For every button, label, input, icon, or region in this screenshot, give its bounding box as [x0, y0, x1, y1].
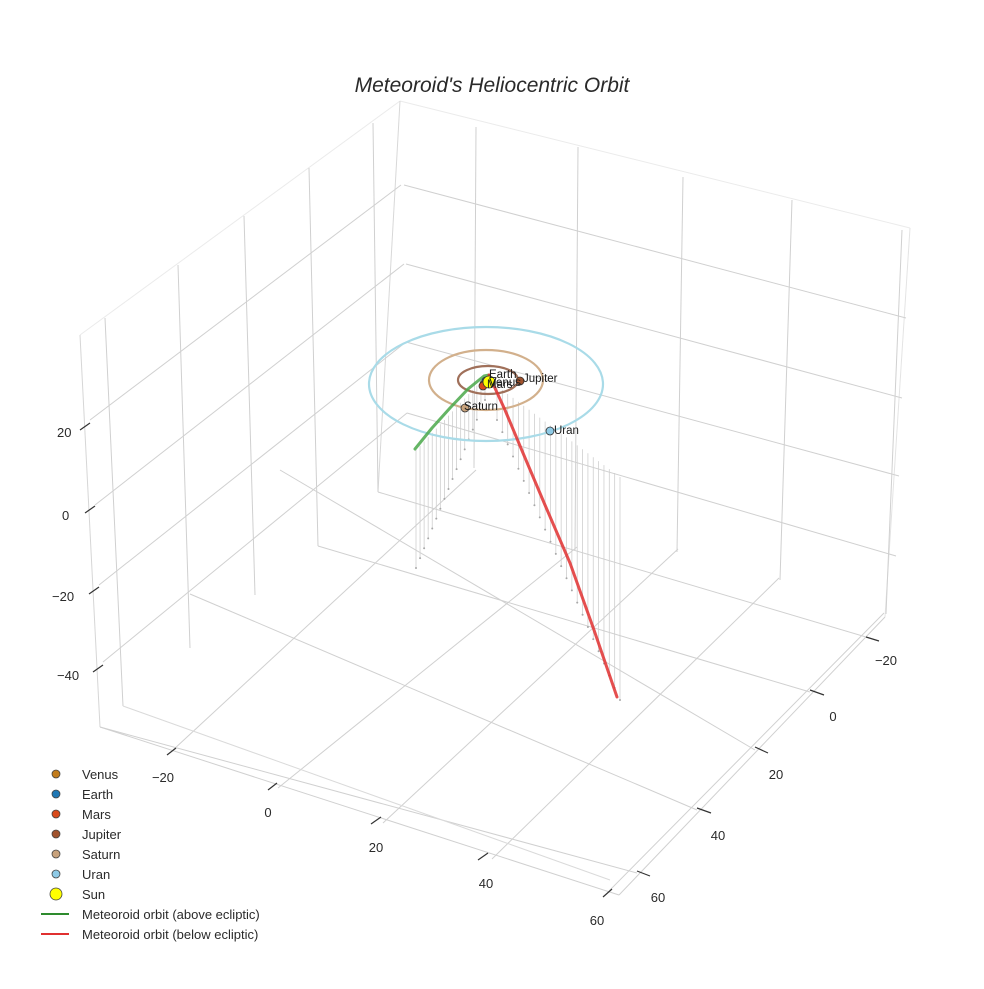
- chart-title: Meteoroid's Heliocentric Orbit: [354, 74, 630, 97]
- planet-label-saturn: Saturn: [464, 401, 498, 413]
- grid-lines: [79, 100, 911, 896]
- legend-marker-icon: [36, 864, 80, 884]
- legend-marker-icon: [36, 824, 80, 844]
- y-axis-tick-label: 60: [651, 890, 665, 905]
- y-axis-tick-label: −20: [875, 653, 897, 668]
- legend-marker-icon: [36, 884, 80, 904]
- legend-label: Jupiter: [82, 826, 122, 842]
- legend-marker-icon: [36, 784, 80, 804]
- legend-marker-icon: [36, 804, 80, 824]
- planet-marker-saturn[interactable]: [460, 403, 470, 413]
- legend-line-icon: [36, 924, 80, 944]
- x-axis-tick-label: −20: [152, 770, 174, 785]
- x-axis-tick-label: 40: [479, 876, 493, 891]
- z-axis-tick-label: 20: [57, 425, 71, 440]
- legend-label: Earth: [82, 786, 114, 802]
- legend-item-earth[interactable]: Earth: [36, 784, 260, 804]
- planet-marker-sun[interactable]: [482, 375, 496, 389]
- legend-label: Meteoroid orbit (above ecliptic): [82, 906, 260, 922]
- legend-label: Venus: [82, 766, 119, 782]
- legend-item-mars[interactable]: Mars: [36, 804, 260, 824]
- x-axis-tick-label: 20: [369, 840, 383, 855]
- legend-label: Meteoroid orbit (below ecliptic): [82, 926, 259, 942]
- y-axis-tick-label: 20: [769, 767, 783, 782]
- legend-item-uran[interactable]: Uran: [36, 864, 260, 884]
- legend-item-jupiter[interactable]: Jupiter: [36, 824, 260, 844]
- z-axis-tick-label: −20: [52, 589, 74, 604]
- legend-marker-icon: [36, 844, 80, 864]
- planet-marker-jupiter[interactable]: [515, 376, 525, 386]
- x-axis-tick-label: 60: [590, 913, 604, 928]
- legend-label: Uran: [82, 866, 111, 882]
- legend-marker-icon: [36, 764, 80, 784]
- z-axis-tick-label: 0: [62, 508, 69, 523]
- legend-line-icon: [36, 904, 80, 924]
- meteoroid-orbit-above-line[interactable]: [413, 373, 491, 451]
- legend-item-meteoroid-orbit-above-ecliptic[interactable]: Meteoroid orbit (above ecliptic): [36, 904, 260, 924]
- planet-label-venus: Venus: [489, 377, 521, 389]
- legend-label: Saturn: [82, 846, 121, 862]
- x-axis-tick-label: 0: [264, 805, 271, 820]
- z-axis-tick-label: −40: [57, 668, 79, 683]
- planet-marker-uran[interactable]: [545, 426, 555, 436]
- y-axis-tick-label: 40: [711, 828, 725, 843]
- legend-item-saturn[interactable]: Saturn: [36, 844, 260, 864]
- planet-label-earth: Earth: [489, 369, 517, 381]
- meteoroid-orbit-paths: [413, 373, 619, 699]
- meteoroid-orbit-below-line[interactable]: [487, 373, 619, 699]
- y-axis-tick-label: 0: [829, 709, 836, 724]
- legend-label: Sun: [82, 886, 106, 902]
- legend-item-sun[interactable]: Sun: [36, 884, 260, 904]
- legend-item-venus[interactable]: Venus: [36, 764, 260, 784]
- planet-label-mars: Mars: [487, 379, 513, 391]
- axis-ticks: 20 0 −20 −40 −20 0 20 40 60 −20 0 20 40 60: [52, 422, 897, 928]
- planet-label-uran: Uran: [554, 425, 579, 437]
- legend-item-meteoroid-orbit-below-ecliptic[interactable]: Meteoroid orbit (below ecliptic): [36, 924, 260, 944]
- planet-label-jupiter: Jupiter: [523, 373, 558, 385]
- orbit-ring-1: [427, 348, 545, 412]
- legend: Venus Earth Mars Jupiter Saturn Uran Sun Meteor…: [36, 764, 260, 944]
- orbit-ring-2: [367, 325, 605, 443]
- legend-label: Mars: [82, 806, 111, 822]
